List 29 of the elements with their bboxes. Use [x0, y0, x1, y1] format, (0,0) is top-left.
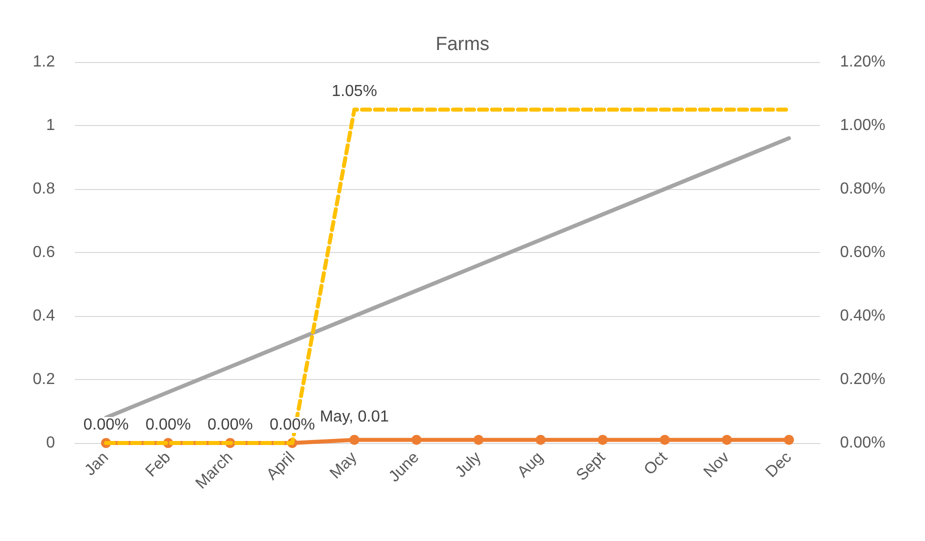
y-tick-label: 1: [46, 117, 56, 134]
x-tick-label: Aug: [514, 448, 547, 482]
data-label: 0.00%: [208, 416, 253, 434]
y2-tick-label: 0.40%: [840, 308, 886, 324]
y2-tick-label: 1.00%: [840, 117, 886, 134]
y-tick-label: 0.6: [32, 244, 56, 261]
data-label: May, 0.01: [320, 408, 390, 426]
x-tick-label: Nov: [700, 448, 733, 482]
x-tick-label: Jan: [82, 448, 112, 480]
y2-tick-label: 0.60%: [840, 244, 886, 261]
y2-tick-label: 0.80%: [840, 180, 886, 198]
y-tick-label: 0.8: [32, 180, 56, 198]
y2-tick-label: 0.00%: [840, 434, 886, 452]
data-label: 1.05%: [332, 83, 378, 100]
y2-tick-label: 1.20%: [840, 54, 886, 70]
x-tick-label: Oct: [641, 448, 672, 479]
chart-title: Farms: [436, 34, 490, 55]
x-tick-label: Dec: [762, 448, 795, 482]
y-tick-label: 0: [46, 434, 56, 452]
data-label: 0.00%: [270, 416, 315, 434]
data-label: 0.00%: [145, 416, 191, 434]
data-label: 0.00%: [83, 416, 129, 434]
x-tick-label: May: [327, 448, 360, 482]
y-tick-label: 0.2: [32, 371, 56, 388]
x-tick-label: Feb: [142, 448, 174, 480]
y-tick-label: 0.4: [32, 308, 56, 324]
x-tick-label: July: [452, 448, 485, 482]
y2-tick-label: 0.20%: [840, 371, 886, 388]
y-tick-label: 1.2: [32, 54, 56, 70]
